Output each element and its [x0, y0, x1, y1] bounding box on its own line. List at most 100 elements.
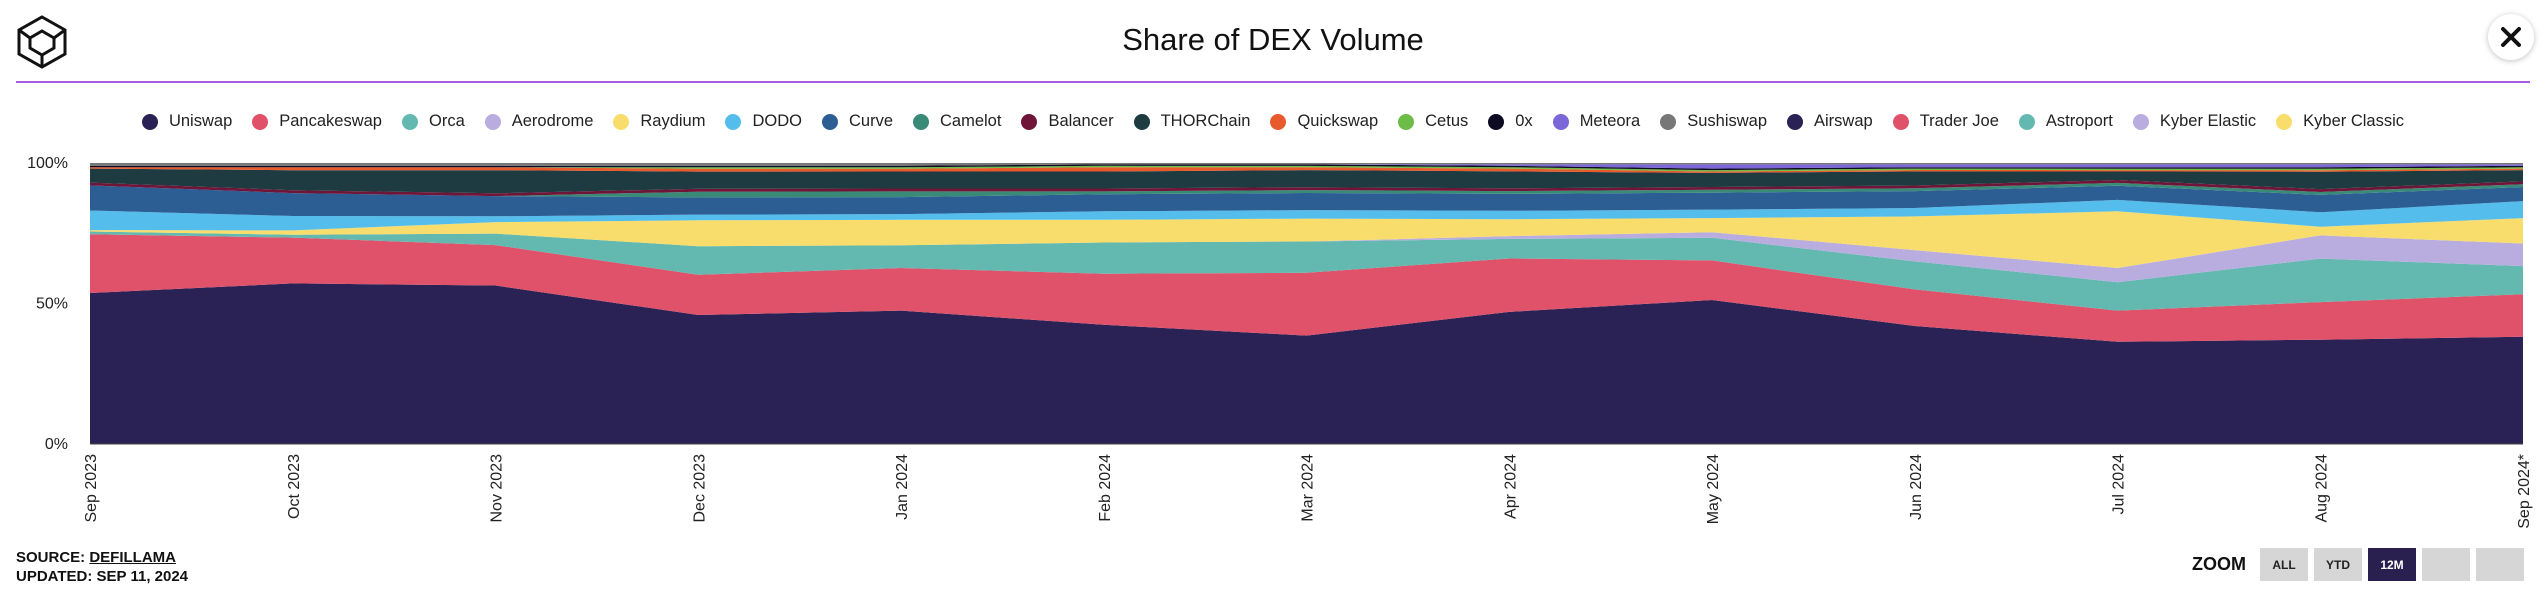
zoom-button-extra-3[interactable]: [2422, 548, 2470, 581]
area-series-quickswap[interactable]: [90, 167, 2523, 173]
legend-label: Camelot: [940, 112, 1002, 130]
legend-item-0x[interactable]: 0x: [1488, 112, 1533, 131]
legend-item-airswap[interactable]: Airswap: [1787, 112, 1873, 131]
legend-item-raydium[interactable]: Raydium: [613, 112, 705, 131]
area-series-pancakeswap[interactable]: [90, 234, 2523, 342]
area-series-thorchain[interactable]: [90, 168, 2523, 194]
legend-dot: [141, 113, 158, 130]
legend-label: Sushiswap: [1687, 112, 1768, 130]
legend-dot: [613, 113, 630, 130]
header-divider: [16, 81, 2530, 83]
legend-item-thorchain[interactable]: THORChain: [1133, 112, 1251, 131]
legend-label: Orca: [428, 112, 465, 130]
legend-item-cetus[interactable]: Cetus: [1398, 112, 1468, 131]
legend-label: Pancakeswap: [279, 112, 382, 130]
x-tick-label: May 2024: [1705, 454, 1722, 524]
x-tick-label: Mar 2024: [1300, 454, 1317, 522]
zoom-controls: ZOOM ALL YTD 12M: [2192, 548, 2530, 581]
legend-item-uniswap[interactable]: Uniswap: [141, 112, 233, 131]
source-label: SOURCE:: [16, 549, 90, 566]
legend-item-camelot[interactable]: Camelot: [913, 112, 1001, 131]
legend-item-curve[interactable]: Curve: [821, 112, 893, 131]
legend-label: 0x: [1515, 112, 1533, 130]
close-icon: [2501, 27, 2521, 47]
legend-label: Raydium: [640, 112, 706, 130]
legend-dot: [252, 113, 269, 130]
x-tick-label: Aug 2024: [2313, 454, 2330, 523]
legend-label: Astroport: [2045, 112, 2113, 130]
legend-item-pancakeswap[interactable]: Pancakeswap: [252, 112, 382, 131]
zoom-button-extra-4[interactable]: [2476, 548, 2524, 581]
source-block: SOURCE: DEFILLAMA UPDATED: SEP 11, 2024: [16, 548, 188, 586]
zoom-button-ytd[interactable]: YTD: [2314, 548, 2362, 581]
legend-label: DODO: [752, 112, 802, 130]
x-tick-label: Feb 2024: [1097, 454, 1114, 522]
legend-label: Airswap: [1814, 112, 1873, 130]
legend-dot: [1787, 113, 1804, 130]
area-series-curve[interactable]: [90, 185, 2523, 217]
legend-dot: [2132, 113, 2149, 130]
legend-dot: [821, 113, 838, 130]
y-tick-label: 100%: [27, 155, 68, 172]
legend-item-astroport[interactable]: Astroport: [2018, 112, 2113, 131]
area-series-camelot[interactable]: [90, 182, 2523, 198]
legend-label: Meteora: [1579, 112, 1641, 130]
x-tick-label: Sep 2023: [83, 454, 100, 523]
area-series-0x[interactable]: [90, 164, 2523, 171]
legend-dot: [913, 113, 929, 130]
area-series-dodo[interactable]: [90, 199, 2523, 231]
legend-dot: [1021, 113, 1038, 130]
legend-item-kyber-classic[interactable]: Kyber Classic: [2276, 112, 2404, 131]
y-tick-label: 50%: [36, 296, 68, 313]
area-series-sushiswap[interactable]: [90, 163, 2523, 166]
legend-dot: [1488, 113, 1505, 130]
legend-label: Cetus: [1425, 112, 1469, 130]
legend-item-kyber-elastic[interactable]: Kyber Elastic: [2132, 112, 2257, 131]
area-series-cetus[interactable]: [90, 165, 2523, 172]
legend-label: Kyber Elastic: [2159, 112, 2257, 130]
legend-dot: [1133, 113, 1150, 130]
legend-label: Balancer: [1048, 112, 1114, 130]
cube-logo-icon: [17, 15, 67, 69]
legend-label: THORChain: [1160, 112, 1251, 130]
x-tick-label: Jul 2024: [2111, 454, 2128, 515]
legend-item-meteora[interactable]: Meteora: [1552, 112, 1641, 131]
legend-item-balancer[interactable]: Balancer: [1021, 112, 1114, 131]
legend-item-orca[interactable]: Orca: [401, 112, 465, 131]
legend-label: Curve: [848, 112, 893, 130]
legend-dot: [401, 113, 418, 130]
legend-label: Uniswap: [168, 112, 233, 130]
x-tick-label: Oct 2023: [286, 454, 303, 519]
legend-item-dodo[interactable]: DODO: [725, 112, 802, 131]
area-series-raydium[interactable]: [90, 211, 2523, 268]
legend-dot: [1270, 113, 1287, 130]
legend-dot: [1552, 113, 1569, 130]
legend-dot: [725, 113, 742, 130]
legend-label: Kyber Classic: [2303, 112, 2405, 130]
x-tick-label: Apr 2024: [1502, 454, 1519, 519]
y-tick-label: 0%: [45, 436, 68, 453]
zoom-button-all[interactable]: ALL: [2260, 548, 2308, 581]
legend-label: Quickswap: [1297, 112, 1379, 130]
legend-item-trader-joe[interactable]: Trader Joe: [1892, 112, 1999, 131]
area-series-uniswap[interactable]: [90, 283, 2523, 444]
legend-dot: [484, 113, 501, 130]
area-series-meteora[interactable]: [90, 164, 2523, 169]
legend-dot: [2018, 113, 2035, 130]
source-link[interactable]: DEFILLAMA: [89, 549, 176, 566]
chart-legend: Uniswap Pancakeswap Orca Aerodrome Raydium DO…: [0, 112, 2546, 131]
close-button[interactable]: [2488, 14, 2534, 60]
legend-item-sushiswap[interactable]: Sushiswap: [1660, 112, 1767, 131]
x-tick-label: Dec 2023: [691, 454, 708, 523]
x-tick-label: Jan 2024: [894, 454, 911, 520]
chart-title: Share of DEX Volume: [1122, 22, 1424, 57]
area-chart: 0% 50% 100% Sep 2023 Oct 2023 Nov 2023 Dec 202…: [27, 155, 2533, 529]
legend-item-quickswap[interactable]: Quickswap: [1270, 112, 1378, 131]
zoom-button-12m[interactable]: 12M: [2368, 548, 2416, 581]
area-series-balancer[interactable]: [90, 180, 2523, 197]
legend-dot: [1892, 113, 1909, 130]
legend-dot: [1398, 113, 1415, 130]
legend-item-aerodrome[interactable]: Aerodrome: [484, 112, 593, 131]
area-series-orca[interactable]: [90, 231, 2523, 311]
zoom-label: ZOOM: [2192, 554, 2246, 574]
